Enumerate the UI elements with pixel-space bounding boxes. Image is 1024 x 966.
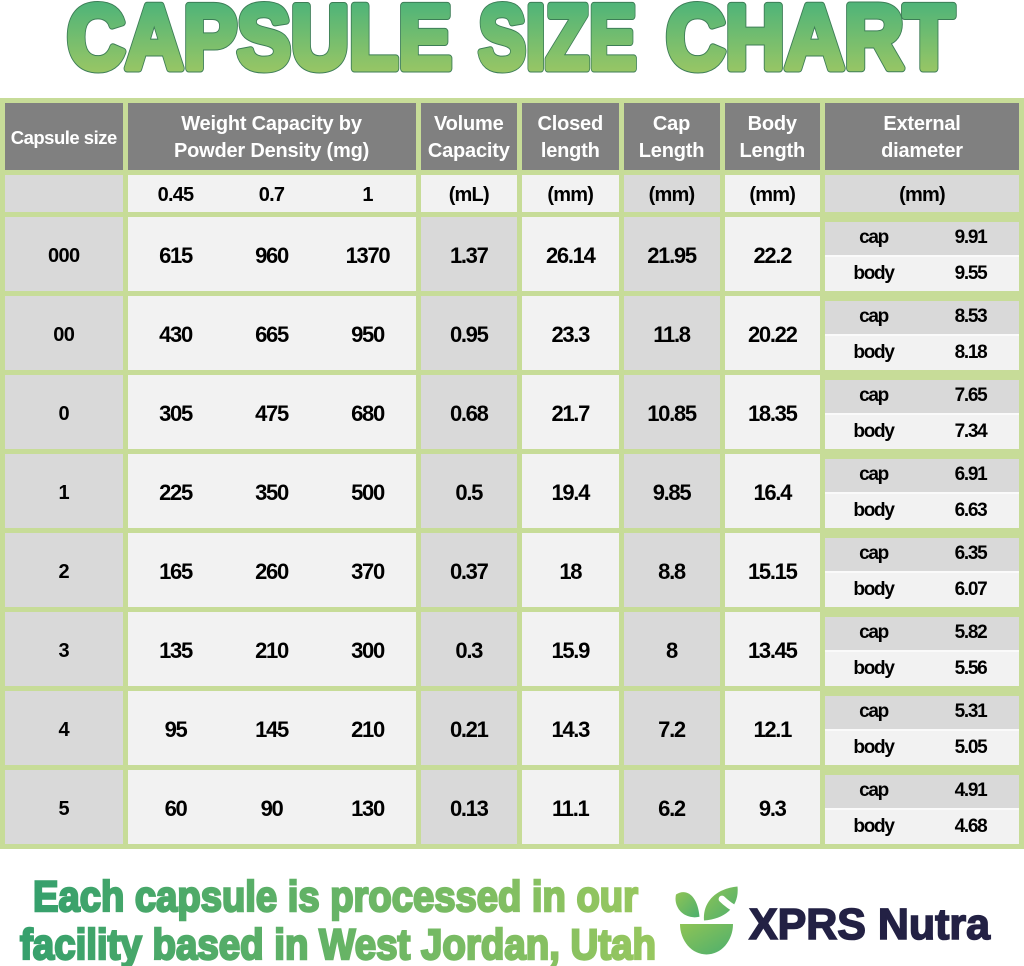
- svg-text:CAPSULE: CAPSULE: [67, 0, 452, 89]
- svg-text:CAPSULE: CAPSULE: [67, 0, 452, 89]
- svg-text:CHART: CHART: [666, 0, 954, 89]
- svg-text:XPRS Nutra: XPRS Nutra: [749, 900, 991, 949]
- svg-text:SIZE: SIZE: [479, 0, 637, 89]
- svg-text:SIZE: SIZE: [479, 0, 637, 89]
- svg-text:CHART: CHART: [666, 0, 954, 89]
- svg-text:Each capsule is processed in o: Each capsule is processed in our: [33, 873, 638, 921]
- svg-text:facility based in West Jordan,: facility based in West Jordan, Utah: [20, 921, 656, 966]
